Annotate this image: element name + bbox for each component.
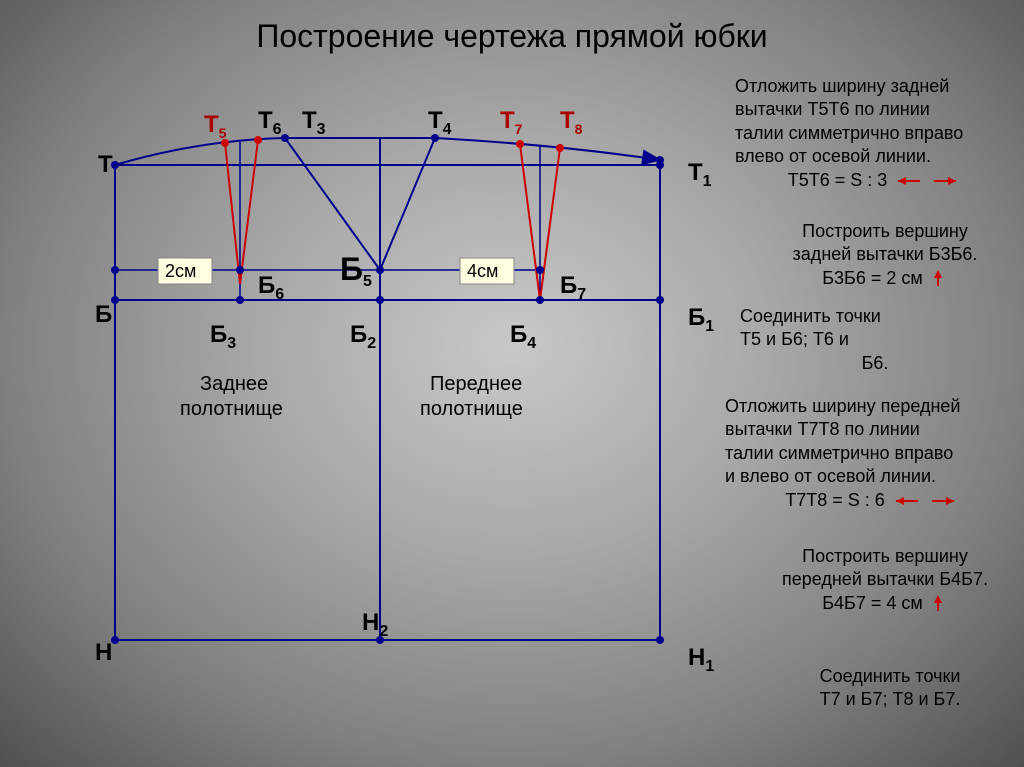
svg-text:Б6: Б6: [258, 272, 284, 303]
arrows-lr-icon: [892, 174, 962, 188]
instr-block-3: Соединить точки Т5 и Б6; Т6 и Б6.: [740, 305, 1010, 375]
svg-text:Н: Н: [95, 639, 112, 666]
instr-block-1: Отложить ширину задней вытачки Т5Т6 по л…: [735, 75, 1015, 192]
svg-text:Б: Б: [95, 301, 112, 328]
svg-text:Б3: Б3: [210, 321, 236, 352]
svg-text:Т6: Т6: [258, 107, 282, 138]
svg-text:2см: 2см: [165, 261, 196, 281]
svg-text:Н1: Н1: [688, 644, 714, 675]
back-panel-label-2: полотнище: [180, 398, 283, 420]
side-dart-r: [380, 138, 435, 270]
svg-text:Б2: Б2: [350, 321, 376, 352]
side-dart-l: [285, 138, 380, 270]
instr-block-2: Построить вершину задней вытачки Б3Б6. Б…: [755, 220, 1015, 290]
svg-text:4см: 4см: [467, 261, 498, 281]
arrows-lr-icon: [890, 494, 960, 508]
l1: Соединить точки: [740, 305, 1010, 328]
svg-text:Т: Т: [98, 151, 113, 178]
instr-block-6: Соединить точки Т7 и Б7; Т8 и Б7.: [760, 665, 1020, 712]
front-dart-r: [540, 148, 560, 300]
measure-2cm: 2см: [158, 258, 212, 284]
arrow-up-icon: [928, 268, 948, 288]
back-dart-r: [240, 140, 258, 284]
arrow-up-icon: [928, 593, 948, 613]
svg-text:Б1: Б1: [688, 304, 714, 335]
svg-text:Н2: Н2: [362, 609, 388, 640]
svg-text:Т4: Т4: [428, 107, 452, 138]
front-panel-label-2: полотнище: [420, 398, 523, 420]
back-panel-label-1: Заднее: [200, 373, 268, 395]
svg-text:Т8: Т8: [560, 107, 583, 137]
svg-text:Т1: Т1: [688, 159, 712, 190]
l3: Б6.: [740, 352, 1010, 375]
waist-curve: [115, 138, 660, 165]
svg-text:Б7: Б7: [560, 272, 586, 303]
labels: ТБНТ1Б1Н1Т5Т6Т3Т4Т7Т8Б5Б6Б7Б3Б2Б4Н2: [95, 107, 714, 675]
front-dart-l: [520, 144, 540, 300]
instr-block-4: Отложить ширину передней вытачки Т7Т8 по…: [725, 395, 1020, 512]
measure-4cm: 4см: [460, 258, 514, 284]
svg-text:Т3: Т3: [302, 107, 326, 138]
instr-block-5: Построить вершину передней вытачки Б4Б7.…: [750, 545, 1020, 615]
svg-text:Т5: Т5: [204, 111, 227, 141]
svg-text:Т7: Т7: [500, 107, 523, 137]
front-panel-label-1: Переднее: [430, 373, 522, 395]
svg-text:Б4: Б4: [510, 321, 536, 352]
points: [111, 134, 664, 644]
l2: Т5 и Б6; Т6 и: [740, 328, 1010, 351]
